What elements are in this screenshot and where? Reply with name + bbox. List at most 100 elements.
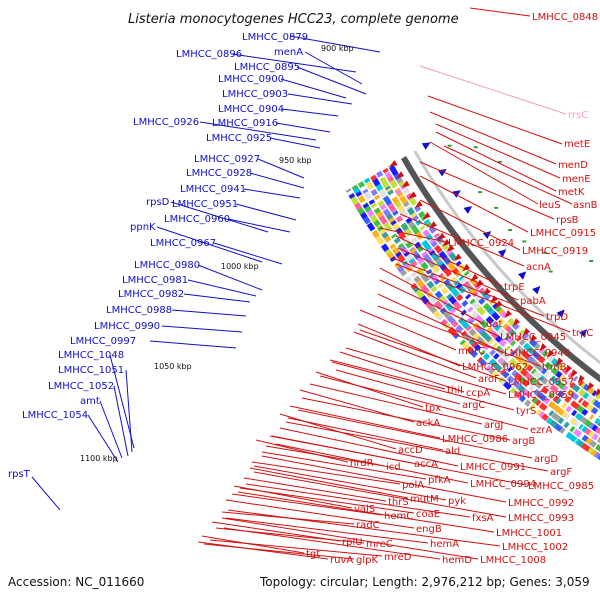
- gene-label[interactable]: LMHCC_0993: [508, 513, 574, 524]
- gene-label[interactable]: ezrA: [530, 425, 553, 436]
- gene-label[interactable]: LMHCC_0928: [186, 168, 252, 179]
- gene-label[interactable]: LMHCC_0904: [218, 104, 284, 115]
- gene-label[interactable]: LMHCC_0900: [218, 74, 284, 85]
- gene-label[interactable]: LMHCC_1051: [58, 365, 124, 376]
- gene-label[interactable]: trpE: [504, 282, 525, 293]
- gene-label[interactable]: LMHCC_0997: [70, 336, 136, 347]
- gene-label[interactable]: LMHCC_0985: [528, 481, 594, 492]
- gene-label[interactable]: engB: [416, 524, 442, 535]
- gene-label[interactable]: LMHCC_0879: [242, 32, 308, 43]
- gene-label[interactable]: acnA: [526, 262, 551, 273]
- gene-label[interactable]: mreD: [384, 552, 412, 563]
- gene-label[interactable]: hemC: [384, 511, 413, 522]
- gene-label[interactable]: LMHCC_1002: [502, 542, 568, 553]
- gene-label[interactable]: LMHCC_0951: [172, 199, 238, 210]
- gene-label[interactable]: rpsB: [556, 215, 579, 226]
- gene-label[interactable]: LMHCC_0986: [442, 434, 508, 445]
- gene-label[interactable]: menE: [562, 174, 591, 185]
- gene-label[interactable]: argB: [512, 436, 535, 447]
- gene-label[interactable]: rpsD: [146, 197, 170, 208]
- gene-label[interactable]: argF: [550, 467, 572, 478]
- gene-label[interactable]: argD: [534, 454, 558, 465]
- gene-label[interactable]: LMHCC_0957: [508, 377, 574, 388]
- gene-label[interactable]: LMHCC_0992: [508, 498, 574, 509]
- gene-label[interactable]: rrsC: [568, 110, 588, 121]
- gene-label[interactable]: LMHCC_0927: [194, 154, 260, 165]
- gene-label[interactable]: mutM: [410, 494, 439, 505]
- gene-label[interactable]: LMHCC_1008: [480, 555, 546, 566]
- gene-label[interactable]: LMHCC_0895: [234, 62, 300, 73]
- gene-label[interactable]: LMHCC_0990: [94, 321, 160, 332]
- gene-label[interactable]: rplU: [342, 537, 363, 548]
- gene-label[interactable]: ppnK: [130, 222, 156, 233]
- gene-label[interactable]: LMHCC_0896: [176, 49, 242, 60]
- gene-label[interactable]: polA: [402, 480, 424, 491]
- gene-label[interactable]: ruvA: [330, 555, 353, 566]
- gene-label[interactable]: thiI: [447, 385, 463, 396]
- gene-label[interactable]: LMHCC_1001: [496, 528, 562, 539]
- gene-label[interactable]: coaE: [416, 509, 440, 520]
- gene-label[interactable]: leuS: [539, 200, 561, 211]
- gene-label[interactable]: menD: [558, 160, 588, 171]
- gene-label[interactable]: LMHCC_0991: [460, 462, 526, 473]
- gene-label[interactable]: LMHCC_0903: [222, 89, 288, 100]
- gene-label[interactable]: LMHCC_0848: [532, 12, 598, 23]
- gene-label[interactable]: LMHCC_0919: [522, 246, 588, 257]
- gene-label[interactable]: trpC: [572, 328, 593, 339]
- gene-label[interactable]: ald: [445, 446, 460, 457]
- gene-label[interactable]: LMHCC_0916: [212, 118, 278, 129]
- gene-label[interactable]: asnB: [573, 200, 598, 211]
- gene-label[interactable]: argJ: [484, 420, 503, 431]
- gene-label[interactable]: LMHCC_0926: [133, 117, 199, 128]
- gene-label[interactable]: ackA: [416, 418, 440, 429]
- gene-label[interactable]: thrS: [388, 497, 409, 508]
- gene-label[interactable]: ccpA: [466, 388, 490, 399]
- gene-label[interactable]: LMHCC_0941: [180, 184, 246, 195]
- gene-label[interactable]: tpx: [425, 403, 441, 414]
- gene-label[interactable]: pabA: [520, 296, 546, 307]
- gene-label[interactable]: trpD: [546, 312, 568, 323]
- gene-label[interactable]: LMHCC_0946: [504, 348, 570, 359]
- gene-label[interactable]: accD: [398, 445, 423, 456]
- gene-label[interactable]: valS: [354, 504, 375, 515]
- gene-label[interactable]: LMHCC_0962: [462, 362, 528, 373]
- gene-label[interactable]: pfkA: [428, 475, 451, 486]
- gene-label[interactable]: trmB: [542, 362, 567, 373]
- gene-label[interactable]: accA: [414, 459, 438, 470]
- gene-label[interactable]: metE: [564, 139, 590, 150]
- gene-label[interactable]: tgt: [306, 549, 320, 560]
- gene-label[interactable]: LMHCC_0994: [470, 479, 536, 490]
- gene-label[interactable]: glpK: [356, 555, 378, 566]
- gene-label[interactable]: hemA: [430, 539, 459, 550]
- gene-label[interactable]: LMHCC_0988: [106, 305, 172, 316]
- gene-label[interactable]: tyrS: [516, 406, 536, 417]
- gene-label[interactable]: LMHCC_0945: [500, 332, 566, 343]
- gene-label[interactable]: nrdR: [350, 458, 374, 469]
- gene-label[interactable]: icd: [386, 462, 401, 473]
- gene-label[interactable]: fxsA: [472, 513, 494, 524]
- gene-label[interactable]: metK: [558, 187, 585, 198]
- gene-label[interactable]: LMHCC_0925: [206, 133, 272, 144]
- gene-label[interactable]: LMHCC_1054: [22, 410, 88, 421]
- gene-label[interactable]: LMHCC_0982: [118, 289, 184, 300]
- gene-label[interactable]: menA: [274, 47, 303, 58]
- gene-label[interactable]: argC: [462, 400, 485, 411]
- gene-label[interactable]: LMHCC_0960: [164, 214, 230, 225]
- gene-label[interactable]: LMHCC_0967: [150, 238, 216, 249]
- gene-label[interactable]: LMHCC_0915: [530, 228, 596, 239]
- gene-label[interactable]: pyk: [448, 496, 466, 507]
- gene-label[interactable]: rpsT: [8, 469, 31, 480]
- gene-label[interactable]: aroF: [478, 374, 500, 385]
- gene-label[interactable]: hemD: [442, 555, 472, 566]
- gene-label[interactable]: dat: [486, 319, 502, 330]
- gene-label[interactable]: LMHCC_1048: [58, 350, 124, 361]
- gene-label[interactable]: LMHCC_1052: [48, 381, 114, 392]
- gene-label[interactable]: amt: [80, 396, 100, 407]
- gene-label[interactable]: mreC: [366, 539, 393, 550]
- gene-label[interactable]: LMHCC_0959: [508, 390, 574, 401]
- gene-label[interactable]: LMHCC_0924: [448, 238, 514, 249]
- gene-label[interactable]: murC: [458, 346, 485, 357]
- gene-label[interactable]: LMHCC_0980: [134, 260, 200, 271]
- gene-label[interactable]: LMHCC_0981: [122, 275, 188, 286]
- gene-label[interactable]: radC: [356, 520, 380, 531]
